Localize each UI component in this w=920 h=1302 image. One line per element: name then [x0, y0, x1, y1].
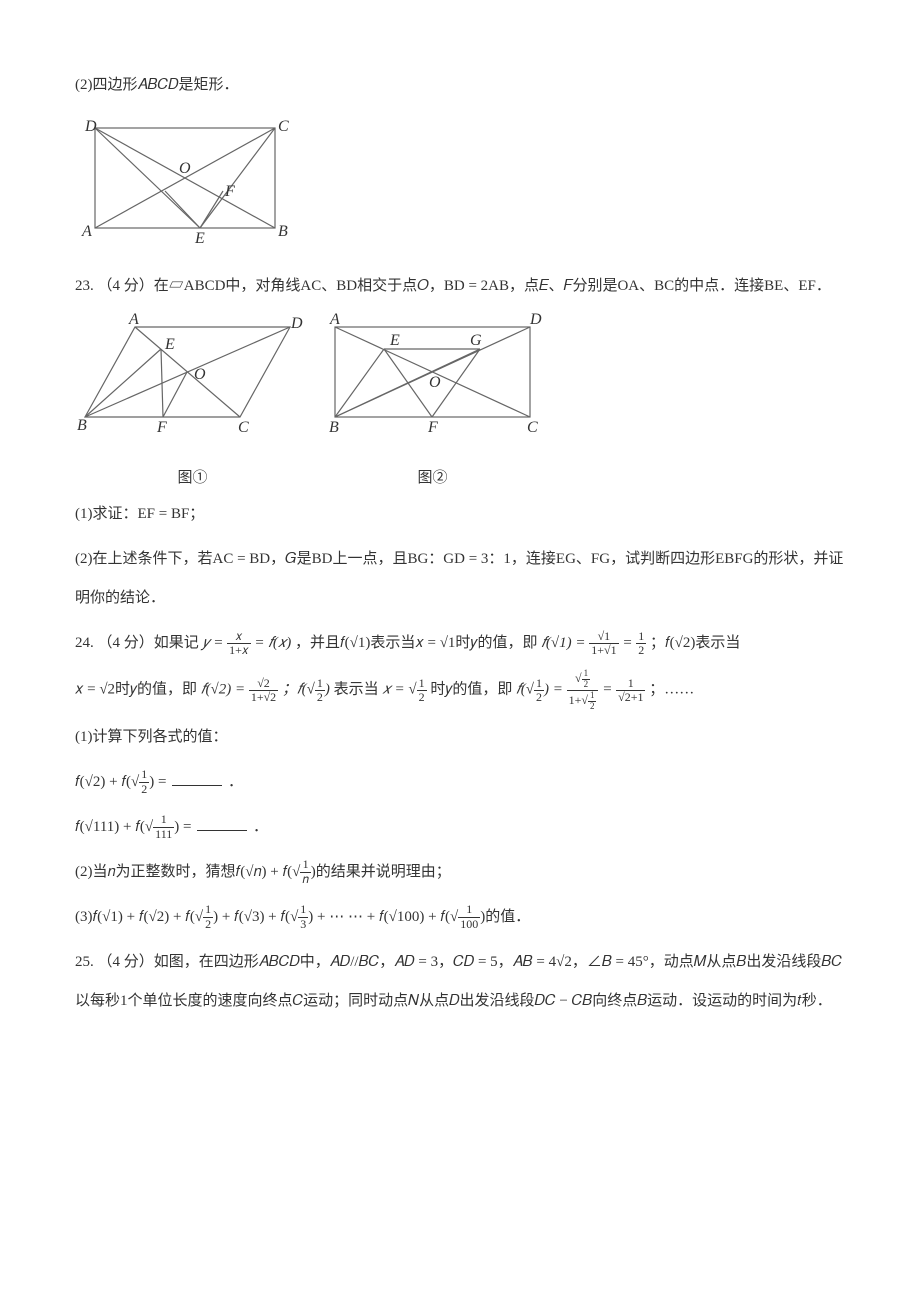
blank-1	[172, 785, 222, 786]
p24-eq6c: =	[602, 682, 616, 698]
p24-frac9: 1√2+1	[616, 677, 645, 704]
p24-p3-pre: (3)𝑓(√1) + 𝑓(√2) + 𝑓(	[75, 909, 195, 925]
p24-eq6: 𝑓(	[516, 682, 526, 698]
p23-part2: (2)在上述条件下，若AC = BD，𝐺是BD上一点，且BG：GD = 3：1，…	[75, 540, 845, 618]
label-F: F	[224, 183, 235, 200]
p24-eq4: 𝑓(√2) =	[201, 682, 249, 698]
f1-F: F	[156, 419, 167, 436]
p24-part1a: 𝑓(√2) + 𝑓(√12) = ．	[75, 763, 845, 802]
p24-eq4c: )	[325, 682, 330, 698]
p24-rt8: √	[290, 909, 298, 925]
p24-frac10: 12	[139, 768, 149, 795]
p24-stem-line1: 24. （4 分）如果记 𝑦 = 𝑥1+𝑥 = 𝑓(𝑥) ，并且𝑓(√1)表示当…	[75, 624, 845, 663]
p23-figure1: A D E O B F C 图①	[75, 312, 310, 489]
f1-A: A	[128, 312, 139, 328]
p24-p1a-post: ) =	[149, 774, 166, 790]
f2-D: D	[529, 312, 542, 328]
p24-p1a-end: ．	[228, 774, 243, 790]
p24-frac12: 1𝑛	[300, 858, 310, 885]
p23-figure2: A D E G O B F C 图②	[320, 312, 545, 489]
label-D: D	[84, 118, 97, 135]
f1-B: B	[77, 417, 87, 434]
p24-rt1: √	[307, 682, 315, 698]
label-A: A	[81, 223, 92, 240]
f1-C: C	[238, 419, 249, 436]
p24-rt7: √	[195, 909, 203, 925]
p22-figure: D C O F A E B	[75, 113, 845, 259]
p24-sd: 𝑥 = √2时𝑦的值，即	[75, 682, 197, 698]
f2-F: F	[427, 419, 438, 436]
p24-p1b-pre: 𝑓(√111) + 𝑓(	[75, 819, 145, 835]
f2-E: E	[389, 332, 400, 349]
p23-caption1: 图①	[75, 468, 310, 489]
p24-p2-pre: (2)当𝑛为正整数时，猜想𝑓(√𝑛) + 𝑓(	[75, 864, 292, 880]
p24-part1-head: (1)计算下列各式的值：	[75, 718, 845, 757]
p24-sf: 时𝑦的值，即	[430, 682, 512, 698]
p24-eq3b: =	[622, 635, 636, 651]
p23-caption2: 图②	[320, 468, 545, 489]
p24-p1a-pre: 𝑓(√2) + 𝑓(	[75, 774, 131, 790]
p24-eq4b: ；𝑓(	[282, 682, 307, 698]
p24-sc: ；𝑓(√2)表示当	[650, 635, 740, 651]
p24-frac4: √21+√2	[249, 677, 278, 704]
p24-eq2: = 𝑓(𝑥)	[254, 635, 291, 651]
f2-A: A	[329, 312, 340, 328]
p24-frac3: 12	[636, 630, 646, 657]
f2-O: O	[429, 374, 441, 391]
p24-p1b-end: ．	[253, 819, 268, 835]
p24-rt4: √	[131, 774, 139, 790]
f1-O: O	[194, 366, 206, 383]
p24-frac14: 13	[298, 903, 308, 930]
p22-part2: (2)四边形𝐴𝐵𝐶𝐷是矩形．	[75, 66, 845, 105]
p24-p2-post: )的结果并说明理由；	[311, 864, 451, 880]
p24-stem-line2: 𝑥 = √2时𝑦的值，即 𝑓(√2) = √21+√2 ；𝑓(√12) 表示当 …	[75, 669, 845, 712]
p24-frac2: √11+√1	[589, 630, 618, 657]
p24-eq6b: ) =	[544, 682, 567, 698]
p24-eq1: 𝑦 =	[203, 635, 228, 651]
blank-2	[197, 830, 247, 831]
p24-frac13: 12	[203, 903, 213, 930]
f1-E: E	[164, 336, 175, 353]
p24-frac5: 12	[315, 677, 325, 704]
p24-frac7: 12	[534, 677, 544, 704]
p24-eq5: 𝑥 =	[382, 682, 408, 698]
p24-frac8: √12 1+√12	[567, 669, 599, 712]
p24-part2: (2)当𝑛为正整数时，猜想𝑓(√𝑛) + 𝑓(√1𝑛)的结果并说明理由；	[75, 853, 845, 892]
p24-p3-mid2: ) + ⋯ ⋯ + 𝑓(√100) + 𝑓(	[308, 909, 450, 925]
p24-p3-mid1: ) + 𝑓(√3) + 𝑓(	[213, 909, 290, 925]
label-C: C	[278, 118, 289, 135]
p24-frac15: 1100	[458, 903, 480, 930]
f2-C: C	[527, 419, 538, 436]
p24-rt9: √	[450, 909, 458, 925]
p24-p3-post: )的值．	[480, 909, 530, 925]
p24-part1b: 𝑓(√111) + 𝑓(√1111) = ．	[75, 808, 845, 847]
p24-part3: (3)𝑓(√1) + 𝑓(√2) + 𝑓(√12) + 𝑓(√3) + 𝑓(√1…	[75, 898, 845, 937]
p24-rt3: √	[526, 682, 534, 698]
p24-rt6: √	[292, 864, 300, 880]
p24-sg: ；……	[649, 682, 694, 698]
f1-D: D	[290, 315, 303, 332]
p24-rt5: √	[145, 819, 153, 835]
p24-eq3: 𝑓(√1) =	[541, 635, 589, 651]
p24-p1b-post: ) =	[174, 819, 191, 835]
p24-rt2: √	[408, 682, 416, 698]
p24-sa: 24. （4 分）如果记	[75, 635, 199, 651]
p24-frac6: 12	[417, 677, 427, 704]
label-E: E	[194, 230, 205, 243]
p24-frac1: 𝑥1+𝑥	[227, 630, 250, 657]
p23-part1: (1)求证：EF = BF；	[75, 495, 845, 534]
p24-se: 表示当	[334, 682, 379, 698]
f2-G: G	[470, 332, 482, 349]
label-B: B	[278, 223, 288, 240]
p24-frac11: 1111	[153, 813, 174, 840]
p24-sb: ，并且𝑓(√1)表示当𝑥 = √1时𝑦的值，即	[295, 635, 537, 651]
p23-figures: A D E O B F C 图①	[75, 312, 845, 489]
label-O: O	[179, 160, 191, 177]
p23-stem: 23. （4 分）在▱ABCD中，对角线AC、BD相交于点𝑂，BD = 2AB，…	[75, 267, 845, 306]
page-container: (2)四边形𝐴𝐵𝐶𝐷是矩形． D C O F A E B	[0, 0, 920, 1087]
p25-stem: 25. （4 分）如图，在四边形𝐴𝐵𝐶𝐷中，𝐴𝐷//𝐵𝐶，𝐴𝐷 = 3，𝐶𝐷 =…	[75, 943, 845, 1021]
f2-B: B	[329, 419, 339, 436]
